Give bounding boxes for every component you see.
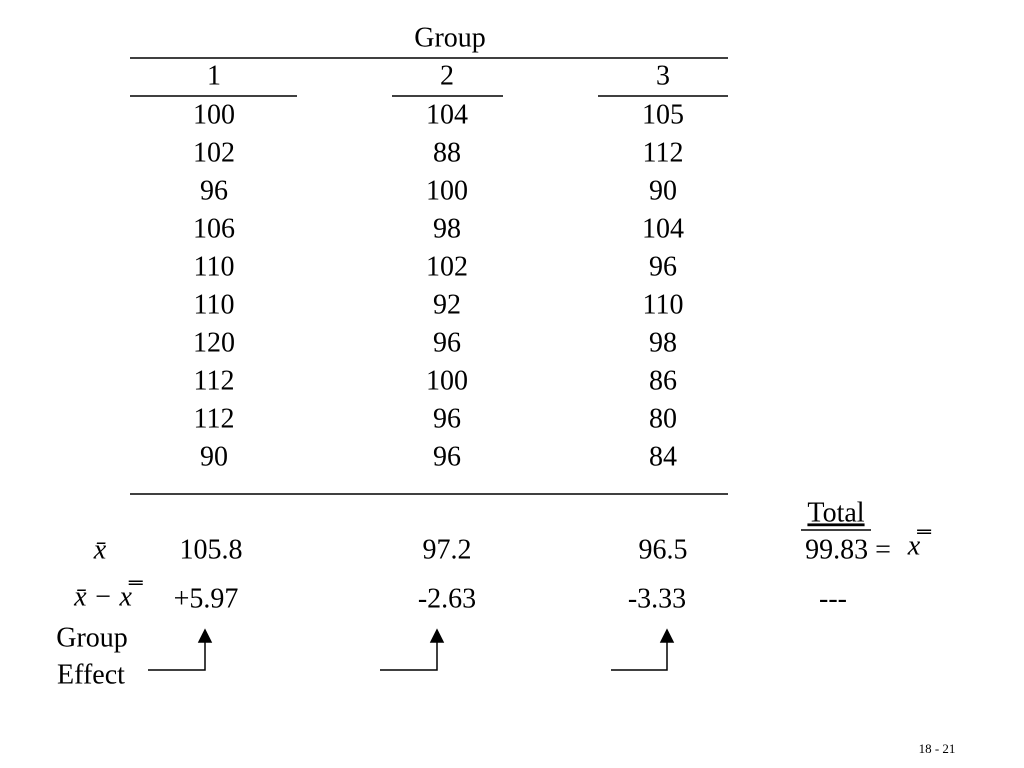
cell: 90 bbox=[200, 441, 228, 472]
effect: -3.33 bbox=[628, 583, 686, 614]
mean-label: x̄ bbox=[93, 534, 107, 565]
cell: 100 bbox=[426, 365, 468, 396]
cell: 104 bbox=[426, 99, 468, 130]
column-header: 2 bbox=[440, 60, 454, 91]
caption: Group bbox=[56, 622, 128, 653]
arrow-head bbox=[659, 628, 675, 643]
cell: 100 bbox=[426, 175, 468, 206]
cell: 96 bbox=[433, 403, 461, 434]
cell: 96 bbox=[200, 175, 228, 206]
cell: 88 bbox=[433, 137, 461, 168]
mean: 97.2 bbox=[423, 534, 472, 565]
page-number: 18 - 21 bbox=[919, 741, 956, 756]
arrow bbox=[380, 636, 438, 671]
table-title: Group bbox=[414, 22, 486, 53]
total-symbol: x̿ bbox=[907, 529, 931, 561]
cell: 86 bbox=[649, 365, 677, 396]
caption: Effect bbox=[57, 659, 125, 690]
mean: 96.5 bbox=[639, 534, 688, 565]
cell: 110 bbox=[194, 289, 235, 320]
cell: 90 bbox=[649, 175, 677, 206]
cell: 98 bbox=[433, 213, 461, 244]
cell: 84 bbox=[649, 441, 677, 472]
cell: 98 bbox=[649, 327, 677, 358]
effect: +5.97 bbox=[174, 583, 239, 614]
cell: 112 bbox=[643, 137, 684, 168]
cell: 120 bbox=[193, 327, 235, 358]
column-header: 1 bbox=[207, 60, 221, 91]
arrow bbox=[148, 636, 206, 671]
mean: 105.8 bbox=[180, 534, 243, 565]
column-header: 3 bbox=[656, 60, 670, 91]
cell: 112 bbox=[194, 365, 235, 396]
effect-label: x̄ − x̿ bbox=[73, 580, 143, 612]
cell: 92 bbox=[433, 289, 461, 320]
cell: 112 bbox=[194, 403, 235, 434]
cell: 104 bbox=[642, 213, 684, 244]
cell: 96 bbox=[433, 441, 461, 472]
effect-total: --- bbox=[819, 583, 847, 614]
total-label: Total bbox=[807, 497, 864, 528]
arrow-head bbox=[197, 628, 213, 643]
cell: 110 bbox=[194, 251, 235, 282]
cell: 105 bbox=[642, 99, 684, 130]
cell: 96 bbox=[649, 251, 677, 282]
arrow bbox=[611, 636, 668, 671]
cell: 102 bbox=[426, 251, 468, 282]
cell: 80 bbox=[649, 403, 677, 434]
cell: 100 bbox=[193, 99, 235, 130]
arrow-head bbox=[429, 628, 445, 643]
cell: 102 bbox=[193, 137, 235, 168]
cell: 96 bbox=[433, 327, 461, 358]
arrows bbox=[148, 628, 675, 671]
effect: -2.63 bbox=[418, 583, 476, 614]
cell: 110 bbox=[643, 289, 684, 320]
cell: 106 bbox=[193, 213, 235, 244]
total-value: 99.83 = bbox=[805, 534, 891, 565]
